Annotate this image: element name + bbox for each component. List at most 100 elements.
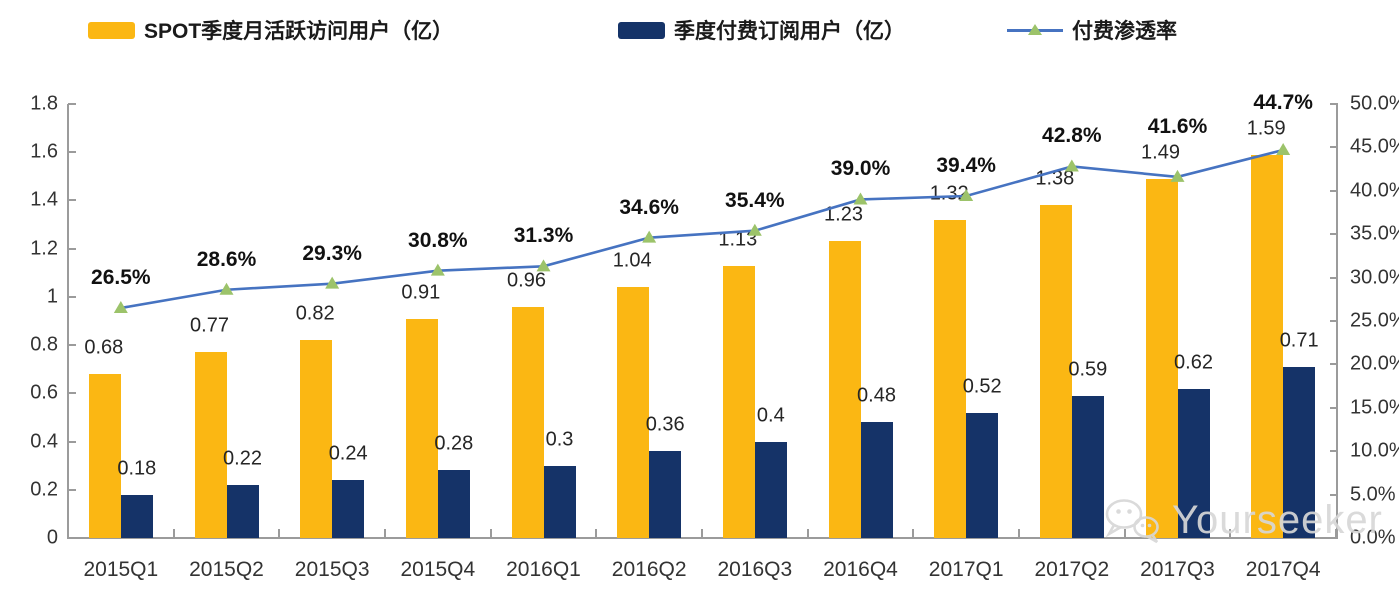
bar-mau (511, 306, 544, 538)
watermark: Yourseeker (1100, 496, 1383, 544)
left-axis-tick (68, 247, 76, 250)
x-axis-label: 2017Q4 (1245, 558, 1321, 581)
subscribers-bar-swatch (618, 21, 665, 39)
mau-value-label: 0.82 (295, 302, 335, 325)
right-axis-label: 35.0% (1350, 222, 1399, 245)
x-axis-tick (595, 529, 598, 538)
right-axis-label: 30.0% (1350, 266, 1399, 289)
left-axis-tick (68, 103, 76, 105)
subscribers-value-label: 0.71 (1279, 329, 1319, 352)
legend-label-penetration: 付费渗透率 (1072, 20, 1177, 43)
subscribers-value-label: 0.48 (857, 384, 896, 407)
left-axis-label: 0.8 (30, 333, 58, 356)
bar-subscribers (860, 422, 893, 538)
x-axis-tick (278, 529, 281, 538)
right-axis-tick (1330, 276, 1338, 279)
triangle-marker-icon (1028, 24, 1042, 35)
x-axis-label: 2016Q1 (506, 558, 581, 581)
penetration-label: 44.7% (1253, 90, 1313, 114)
x-axis-label: 2016Q3 (717, 558, 793, 581)
bar-subscribers (1177, 388, 1210, 538)
bar-mau (88, 374, 121, 538)
mau-value-label: 1.23 (824, 203, 863, 226)
mau-value-label: 1.49 (1141, 141, 1180, 164)
penetration-label: 39.4% (936, 154, 996, 177)
legend-item-penetration: 付费渗透率 (1007, 16, 1177, 44)
penetration-label: 26.5% (91, 265, 151, 289)
x-axis-tick (1123, 529, 1126, 538)
x-axis-tick (172, 529, 175, 538)
mau-value-label: 0.77 (190, 314, 229, 337)
legend-item-mau: SPOT季度月活跃访问用户（亿） (88, 16, 453, 44)
mau-value-label: 1.32 (929, 182, 969, 205)
wechat-icon (1105, 499, 1159, 544)
bar-mau (617, 287, 650, 538)
x-axis-tick (701, 529, 703, 538)
left-axis-label: 1.2 (30, 237, 58, 260)
x-axis-tick (67, 529, 69, 538)
right-axis-label: 20.0% (1350, 352, 1399, 375)
bar-mau (1039, 205, 1072, 538)
left-axis-tick (68, 295, 76, 298)
triangle-marker-icon (430, 263, 445, 276)
bar-subscribers (437, 470, 470, 538)
mau-value-label: 0.68 (84, 336, 124, 359)
left-axis-tick (68, 199, 76, 202)
legend-label-subscribers: 季度付费订阅用户（亿） (674, 20, 905, 43)
x-axis-tick (1229, 529, 1232, 538)
x-axis-label: 2017Q1 (928, 558, 1004, 581)
bar-subscribers (226, 484, 259, 538)
bar-mau (828, 241, 861, 538)
triangle-marker-icon (853, 192, 868, 205)
subscribers-value-label: 0.4 (756, 404, 785, 427)
penetration-label: 42.8% (1042, 124, 1102, 148)
penetration-label: 28.6% (196, 247, 257, 271)
penetration-label: 41.6% (1147, 114, 1208, 138)
bar-mau (1251, 154, 1284, 538)
penetration-label: 35.4% (725, 188, 785, 212)
subscribers-value-label: 0.52 (962, 375, 1002, 398)
x-axis-label: 2017Q3 (1140, 558, 1215, 581)
left-axis-label: 0.6 (30, 381, 58, 404)
x-axis-label: 2016Q4 (823, 558, 898, 581)
bar-mau (300, 340, 333, 538)
left-axis-label: 0 (46, 526, 58, 549)
subscribers-value-label: 0.3 (545, 428, 574, 451)
right-axis-label: 0.0% (1350, 526, 1396, 549)
right-axis-tick (1330, 189, 1338, 192)
right-axis-label: 15.0% (1350, 396, 1399, 419)
x-axis-tick (806, 529, 809, 538)
x-axis-line (67, 537, 1338, 539)
right-axis-tick (1330, 406, 1338, 409)
triangle-marker-icon (1276, 143, 1291, 156)
bar-mau (1145, 178, 1178, 538)
subscribers-value-label: 0.24 (328, 442, 368, 465)
penetration-label: 31.3% (513, 224, 574, 248)
watermark-text: Yourseeker (1172, 497, 1383, 542)
bar-mau (722, 265, 755, 538)
bar-subscribers (966, 412, 999, 538)
triangle-marker-icon (642, 230, 657, 243)
x-axis-tick (912, 529, 915, 538)
mau-value-label: 1.13 (718, 228, 758, 251)
right-axis-tick (1330, 233, 1338, 236)
right-axis-tick (1330, 363, 1338, 366)
bar-subscribers (754, 441, 787, 538)
penetration-label: 34.6% (619, 195, 679, 219)
mau-bar-swatch (88, 21, 135, 39)
x-axis-label: 2015Q3 (294, 558, 370, 581)
penetration-label: 30.8% (408, 228, 468, 252)
legend-label-mau: SPOT季度月活跃访问用户（亿） (144, 20, 454, 43)
penetration-label: 39.0% (830, 157, 891, 181)
left-axis-label: 1.6 (30, 140, 58, 163)
subscribers-value-label: 0.36 (645, 413, 685, 436)
right-axis-label: 45.0% (1350, 135, 1399, 158)
bar-subscribers (543, 465, 576, 538)
x-axis-label: 2016Q2 (611, 558, 687, 581)
x-axis-label: 2015Q2 (189, 558, 264, 581)
right-axis-label: 25.0% (1350, 309, 1399, 332)
right-axis-label: 10.0% (1350, 439, 1399, 462)
right-axis-label: 5.0% (1350, 483, 1396, 506)
right-axis-tick (1330, 320, 1338, 322)
